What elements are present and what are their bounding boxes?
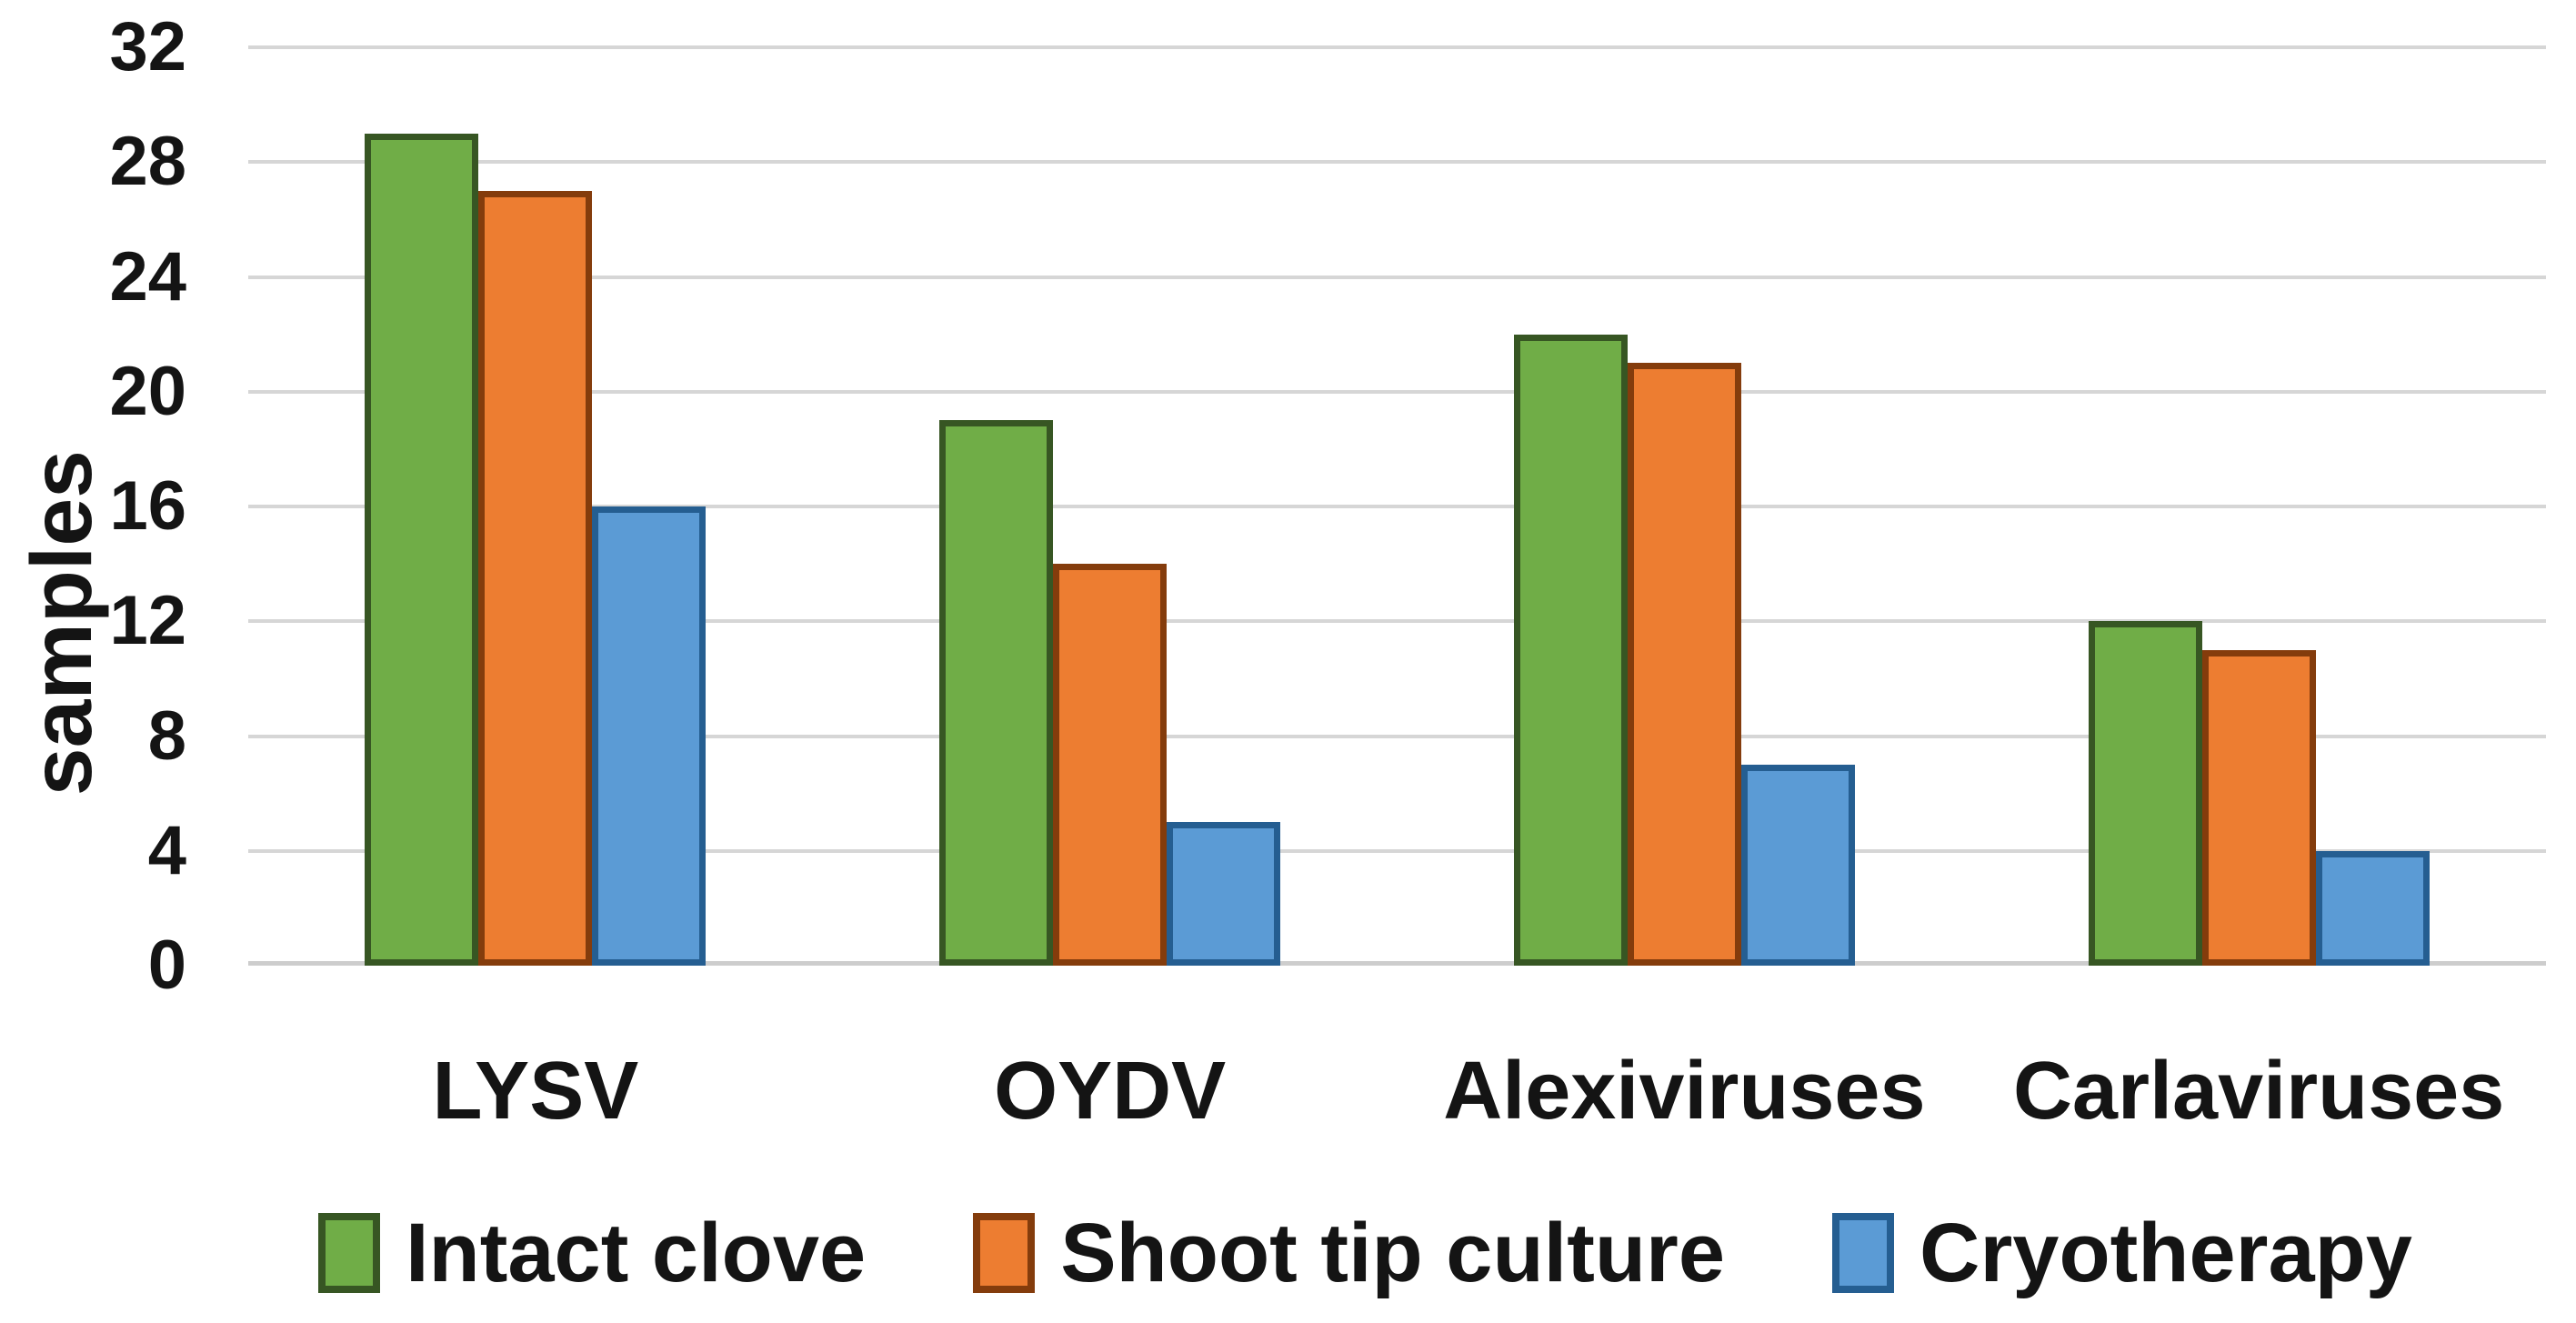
gridline-y20	[248, 389, 2546, 394]
y-tick-label-0: 0	[147, 927, 186, 1004]
gridline-y16	[248, 505, 2546, 508]
legend-item-shoot-tip-culture: Shoot tip culture	[973, 1208, 1725, 1298]
legend-item-cryotherapy: Cryotherapy	[1832, 1208, 2412, 1298]
bar-intact-clove-lysv	[365, 133, 479, 966]
legend: Intact clove Shoot tip culture Cryotherapy	[318, 1198, 2540, 1308]
x-axis-label-alexiviruses: Alexiviruses	[1443, 1046, 1926, 1137]
legend-swatch-shoot-tip-culture	[973, 1213, 1036, 1293]
y-tick-label-28: 28	[109, 123, 186, 201]
x-axis-line	[248, 961, 2546, 966]
legend-label-shoot-tip-culture: Shoot tip culture	[1060, 1207, 1726, 1299]
gridline-y28	[248, 160, 2546, 165]
bar-cryotherapy-alexiviruses	[1740, 765, 1855, 966]
bar-shoot-tip-culture-oydv	[1053, 564, 1168, 966]
bar-shoot-tip-culture-alexiviruses	[1627, 363, 1741, 966]
legend-swatch-cryotherapy	[1832, 1213, 1895, 1293]
plot-area	[248, 45, 2546, 966]
x-axis-label-oydv: OYDV	[994, 1046, 1227, 1137]
y-tick-label-12: 12	[109, 582, 186, 660]
gridline-y8	[248, 734, 2546, 738]
legend-label-intact-clove: Intact clove	[406, 1207, 867, 1299]
legend-label-cryotherapy: Cryotherapy	[1919, 1207, 2412, 1299]
gridline-y32	[248, 45, 2546, 49]
y-tick-label-32: 32	[109, 8, 186, 85]
gridline-y24	[248, 275, 2546, 279]
x-axis-label-lysv: LYSV	[432, 1046, 639, 1137]
y-tick-label-16: 16	[109, 467, 186, 545]
bar-intact-clove-carlaviruses	[2088, 621, 2202, 966]
legend-item-intact-clove: Intact clove	[318, 1208, 866, 1298]
bar-intact-clove-alexiviruses	[1513, 334, 1628, 966]
gridline-y12	[248, 619, 2546, 624]
gridline-y4	[248, 848, 2546, 853]
bar-cryotherapy-oydv	[1167, 822, 1281, 966]
bar-intact-clove-oydv	[939, 420, 1054, 966]
bar-shoot-tip-culture-carlaviruses	[2201, 649, 2316, 966]
y-tick-label-20: 20	[109, 352, 186, 430]
y-tick-label-4: 4	[147, 811, 186, 889]
x-axis-labels: LYSV OYDV Alexiviruses Carlaviruses	[248, 1046, 2546, 1146]
y-axis-ticks: 0 4 8 12 16 20 24 28 32	[0, 13, 186, 1000]
y-tick-label-8: 8	[147, 697, 186, 775]
x-axis-label-carlaviruses: Carlaviruses	[2012, 1046, 2505, 1137]
y-tick-label-24: 24	[109, 237, 186, 316]
bar-shoot-tip-culture-lysv	[478, 190, 593, 966]
bar-cryotherapy-lysv	[592, 506, 707, 966]
bar-cryotherapy-carlaviruses	[2315, 850, 2430, 966]
legend-swatch-intact-clove	[318, 1213, 380, 1293]
